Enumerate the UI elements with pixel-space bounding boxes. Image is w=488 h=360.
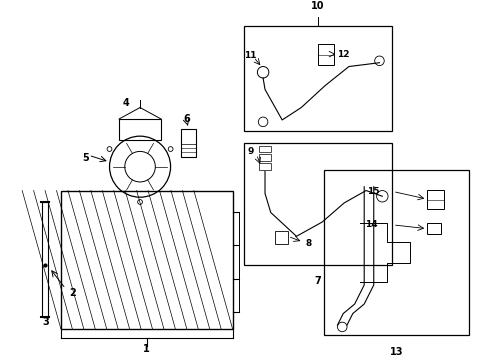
Bar <box>259 163 270 170</box>
Text: 4: 4 <box>122 98 129 108</box>
Bar <box>259 146 270 152</box>
Text: 6: 6 <box>183 114 189 124</box>
Bar <box>244 27 391 131</box>
Bar <box>259 154 270 161</box>
Text: 13: 13 <box>389 347 403 357</box>
Bar <box>318 44 333 65</box>
Text: 8: 8 <box>305 239 311 248</box>
Text: 14: 14 <box>365 220 377 229</box>
Bar <box>181 129 196 157</box>
Bar <box>119 119 161 140</box>
Bar <box>427 190 444 209</box>
Bar <box>324 171 468 334</box>
Text: 15: 15 <box>367 187 379 196</box>
Text: 11: 11 <box>244 51 256 60</box>
Bar <box>61 190 232 329</box>
Text: 7: 7 <box>314 276 321 286</box>
Text: 1: 1 <box>143 344 150 354</box>
Bar <box>427 223 440 234</box>
Bar <box>41 202 48 318</box>
Text: 5: 5 <box>82 153 89 163</box>
Text: 2: 2 <box>69 288 76 298</box>
Text: 9: 9 <box>247 147 254 156</box>
Bar <box>275 231 287 244</box>
Text: 10: 10 <box>310 1 324 11</box>
Text: 12: 12 <box>337 50 349 59</box>
Text: 3: 3 <box>42 317 49 327</box>
Bar <box>244 143 391 265</box>
